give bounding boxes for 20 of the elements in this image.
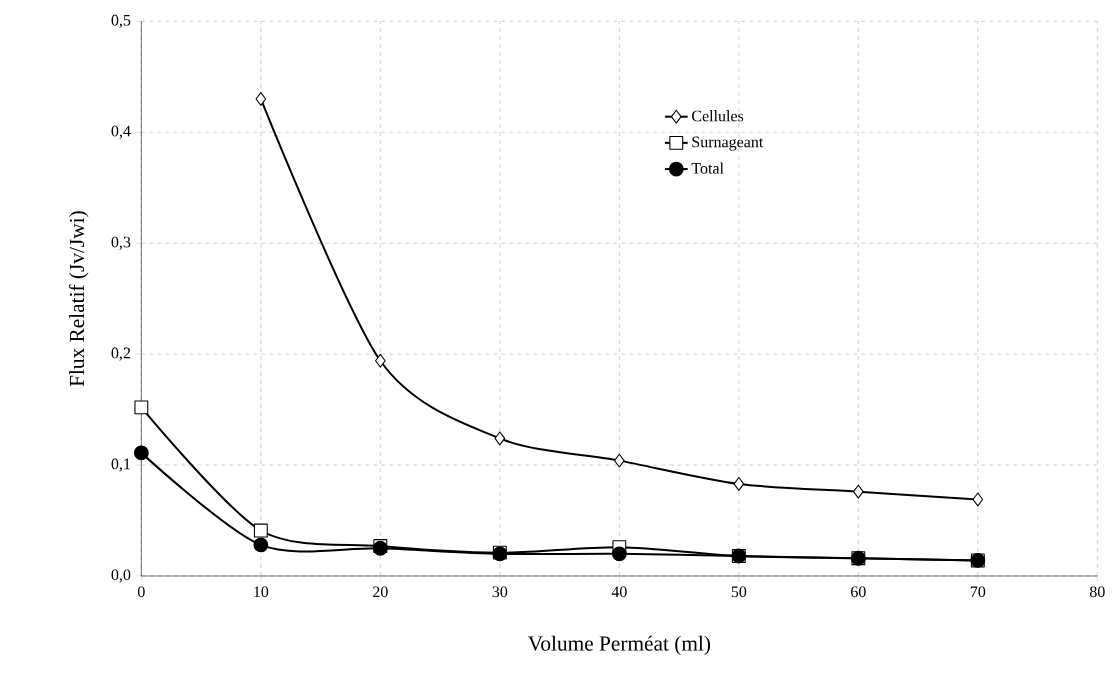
x-tick-label: 0 (137, 586, 145, 598)
y-tick-label: 0,1 (111, 458, 130, 472)
y-tick-label: 0,2 (111, 347, 131, 361)
x-tick-label: 70 (970, 586, 986, 598)
x-tick-label: 80 (1089, 586, 1105, 598)
x-tick-label: 50 (731, 586, 747, 598)
y-tick-label: 0,4 (111, 125, 131, 139)
legend-label: Surnageant (692, 136, 764, 151)
x-tick-label: 10 (254, 586, 269, 598)
x-tick-label: 40 (611, 586, 627, 598)
x-tick-label: 20 (373, 586, 388, 598)
x-tick-label: 30 (492, 586, 508, 598)
y-tick-label: 0,3 (111, 236, 131, 250)
y-axis-title: Flux Relatif (Jv/Jwi) (68, 211, 89, 387)
legend-label: Cellules (691, 110, 744, 122)
x-axis-title: Volume Perméat (ml) (527, 635, 711, 656)
legend-label: Total (691, 162, 724, 174)
y-tick-label: 0,0 (111, 569, 131, 583)
y-tick-label: 0,5 (111, 14, 131, 28)
x-tick-label: 60 (851, 586, 866, 598)
